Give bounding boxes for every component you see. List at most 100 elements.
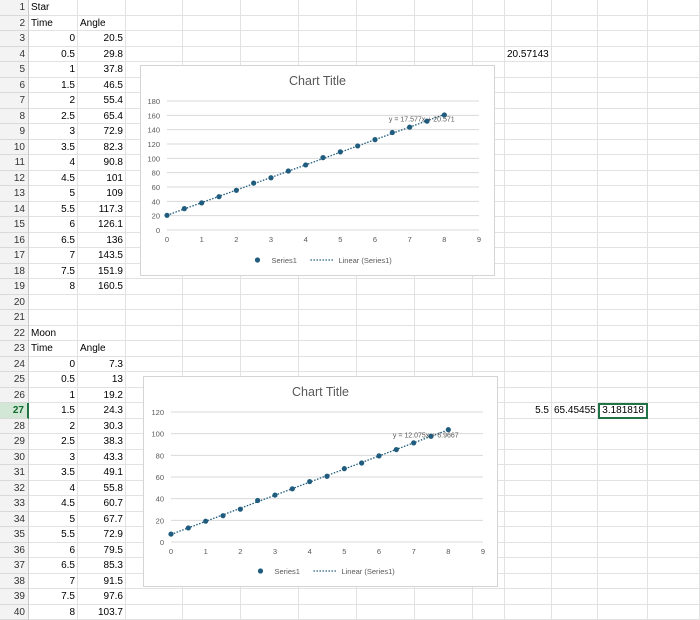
- cell[interactable]: 60.7: [78, 496, 126, 512]
- cell[interactable]: [357, 16, 415, 32]
- row-number[interactable]: 8: [0, 109, 29, 125]
- cell[interactable]: [552, 78, 598, 94]
- cell[interactable]: [552, 527, 598, 543]
- cell[interactable]: [505, 558, 552, 574]
- row-number[interactable]: 35: [0, 527, 29, 543]
- cell[interactable]: [29, 295, 78, 311]
- row-number[interactable]: 16: [0, 233, 29, 249]
- row-number[interactable]: 36: [0, 543, 29, 559]
- cell[interactable]: [299, 589, 357, 605]
- row-number[interactable]: 39: [0, 589, 29, 605]
- cell[interactable]: [648, 558, 700, 574]
- cell[interactable]: [415, 31, 473, 47]
- cell[interactable]: [505, 0, 552, 16]
- cell[interactable]: [241, 0, 299, 16]
- cell[interactable]: [357, 589, 415, 605]
- cell[interactable]: [598, 140, 648, 156]
- row-number[interactable]: 23: [0, 341, 29, 357]
- cell[interactable]: [552, 233, 598, 249]
- cell[interactable]: [552, 217, 598, 233]
- cell[interactable]: [648, 155, 700, 171]
- cell[interactable]: [299, 341, 357, 357]
- cell[interactable]: 6.5: [29, 558, 78, 574]
- cell[interactable]: [357, 605, 415, 620]
- cell[interactable]: [473, 279, 505, 295]
- cell[interactable]: [505, 279, 552, 295]
- cell[interactable]: [241, 605, 299, 620]
- cell[interactable]: 109: [78, 186, 126, 202]
- cell[interactable]: [648, 450, 700, 466]
- cell[interactable]: 151.9: [78, 264, 126, 280]
- cell[interactable]: 30.3: [78, 419, 126, 435]
- cell[interactable]: [473, 326, 505, 342]
- cell[interactable]: [598, 357, 648, 373]
- cell[interactable]: [552, 202, 598, 218]
- cell[interactable]: [505, 589, 552, 605]
- cell[interactable]: [598, 16, 648, 32]
- cell[interactable]: [126, 31, 183, 47]
- cell[interactable]: 37.8: [78, 62, 126, 78]
- cell[interactable]: [598, 589, 648, 605]
- cell[interactable]: 1.5: [29, 78, 78, 94]
- cell[interactable]: [505, 341, 552, 357]
- cell[interactable]: [598, 419, 648, 435]
- row-number[interactable]: 37: [0, 558, 29, 574]
- row-number[interactable]: 38: [0, 574, 29, 590]
- cell[interactable]: 0.5: [29, 372, 78, 388]
- cell[interactable]: [598, 450, 648, 466]
- cell[interactable]: [415, 295, 473, 311]
- row-number[interactable]: 13: [0, 186, 29, 202]
- cell[interactable]: [552, 481, 598, 497]
- cell[interactable]: [552, 124, 598, 140]
- cell[interactable]: [648, 186, 700, 202]
- cell[interactable]: [552, 372, 598, 388]
- cell[interactable]: [648, 47, 700, 63]
- cell[interactable]: Time: [29, 16, 78, 32]
- cell[interactable]: 29.8: [78, 47, 126, 63]
- cell[interactable]: [357, 310, 415, 326]
- cell[interactable]: [299, 357, 357, 373]
- cell[interactable]: [183, 310, 241, 326]
- cell[interactable]: [473, 341, 505, 357]
- cell[interactable]: [598, 202, 648, 218]
- cell[interactable]: Moon: [29, 326, 78, 342]
- cell[interactable]: 65.4: [78, 109, 126, 125]
- cell[interactable]: 0: [29, 31, 78, 47]
- cell[interactable]: 6.5: [29, 233, 78, 249]
- cell[interactable]: [552, 357, 598, 373]
- cell[interactable]: [299, 605, 357, 620]
- cell[interactable]: [473, 589, 505, 605]
- cell[interactable]: 7: [29, 574, 78, 590]
- cell[interactable]: [183, 31, 241, 47]
- row-number[interactable]: 27: [0, 403, 29, 419]
- cell[interactable]: 19.2: [78, 388, 126, 404]
- cell[interactable]: [648, 295, 700, 311]
- cell[interactable]: [473, 16, 505, 32]
- cell[interactable]: 103.7: [78, 605, 126, 620]
- cell[interactable]: [648, 326, 700, 342]
- cell[interactable]: [648, 233, 700, 249]
- cell[interactable]: [598, 109, 648, 125]
- row-number[interactable]: 21: [0, 310, 29, 326]
- cell[interactable]: [552, 155, 598, 171]
- cell[interactable]: 24.3: [78, 403, 126, 419]
- cell[interactable]: 6: [29, 217, 78, 233]
- cell[interactable]: 67.7: [78, 512, 126, 528]
- cell[interactable]: [598, 248, 648, 264]
- row-number[interactable]: 6: [0, 78, 29, 94]
- cell[interactable]: [241, 326, 299, 342]
- cell[interactable]: [598, 93, 648, 109]
- cell[interactable]: 4: [29, 155, 78, 171]
- cell[interactable]: [241, 341, 299, 357]
- row-number[interactable]: 15: [0, 217, 29, 233]
- cell[interactable]: [598, 0, 648, 16]
- cell[interactable]: [357, 0, 415, 16]
- cell[interactable]: [648, 465, 700, 481]
- cell[interactable]: [505, 124, 552, 140]
- cell[interactable]: 20.57143: [505, 47, 552, 63]
- cell[interactable]: 38.3: [78, 434, 126, 450]
- cell[interactable]: 126.1: [78, 217, 126, 233]
- cell[interactable]: [552, 388, 598, 404]
- cell[interactable]: 65.45455: [552, 403, 598, 419]
